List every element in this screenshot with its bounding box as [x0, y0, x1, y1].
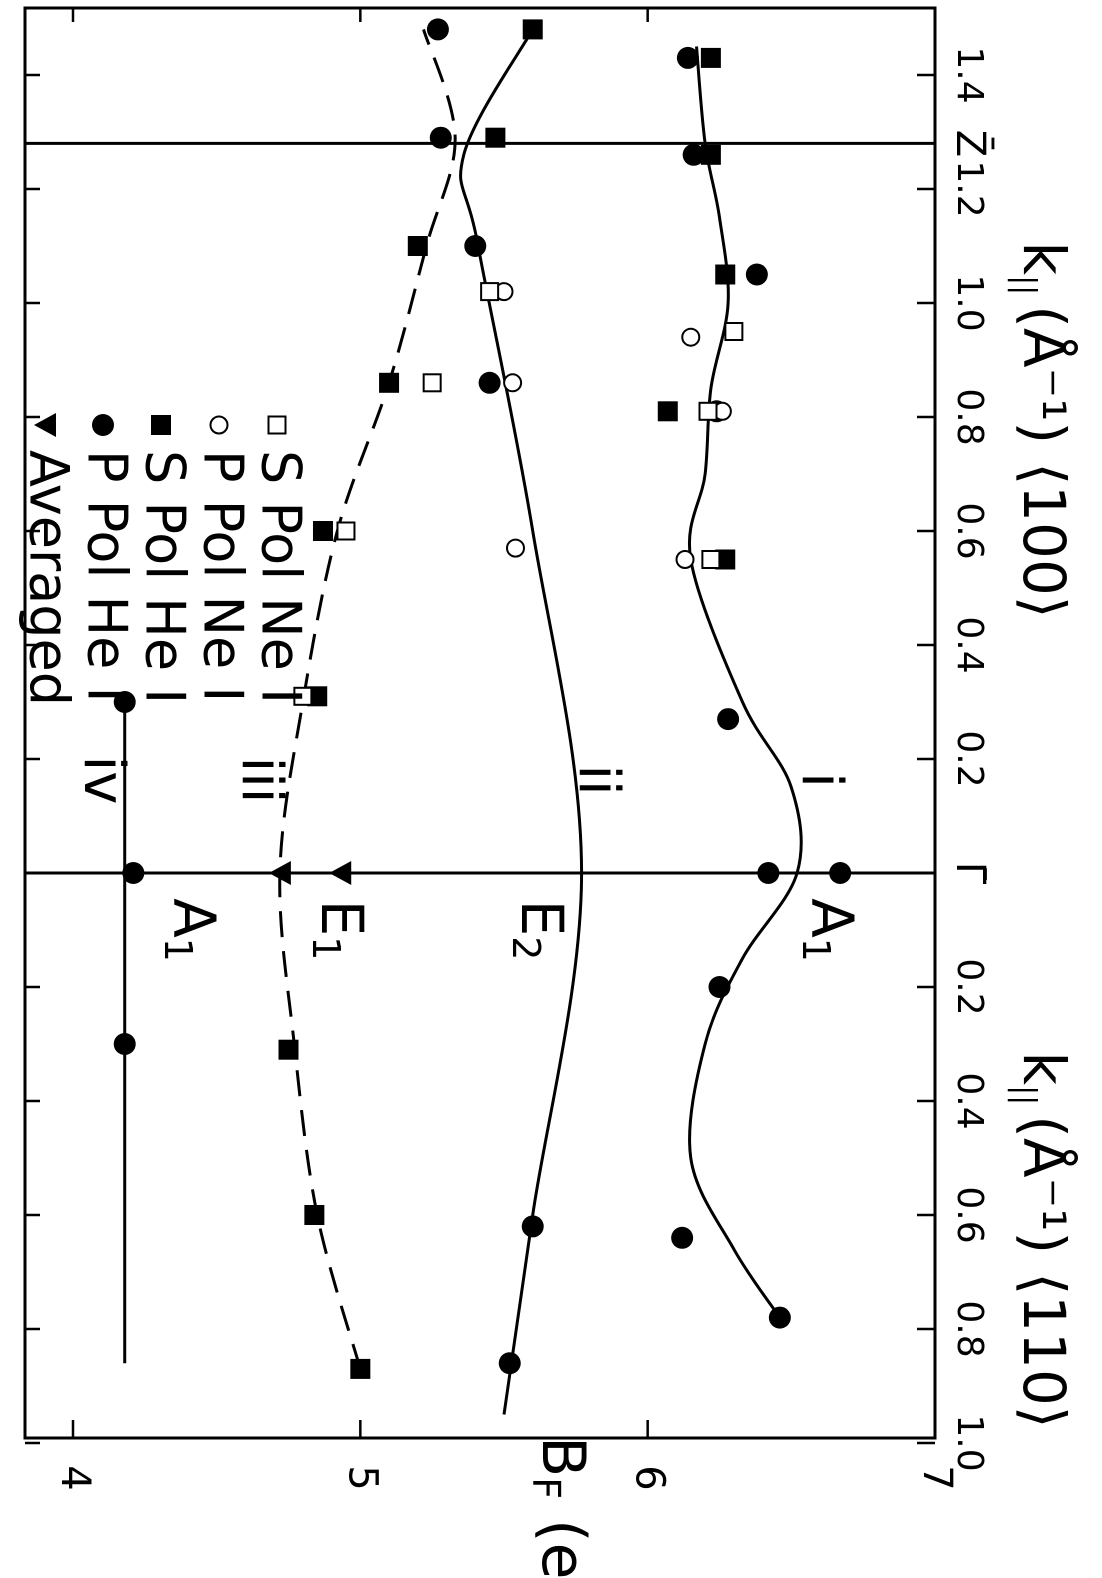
k-tick-label-100: 1.2	[949, 160, 990, 217]
legend-marker-square-filled	[151, 415, 171, 435]
data-point-square-filled	[304, 1205, 325, 1225]
data-point-circle-filled	[682, 143, 705, 166]
legend-marker-circle-filled	[92, 414, 114, 436]
data-point-circle-filled	[113, 1033, 136, 1055]
k-tick-label-110: 0.6	[949, 1186, 990, 1243]
band-label: ii	[566, 764, 631, 795]
band-label: i	[789, 772, 854, 788]
k-axis-title-110: k||(Å⁻¹) ⟨110⟩	[1008, 1051, 1079, 1428]
data-point-circle-filled	[498, 1352, 521, 1375]
data-point-circle-open	[505, 538, 525, 558]
k-axis-title-100: k||(Å⁻¹) ⟨100⟩	[1008, 241, 1079, 618]
data-point-circle-filled	[717, 708, 740, 731]
data-point-circle-filled	[478, 371, 501, 394]
band-label: A1	[157, 898, 228, 962]
energy-tick-label: 4	[52, 1465, 98, 1490]
symmetry-point-label: Γ̄	[947, 862, 993, 885]
band-label: E1	[305, 900, 376, 961]
data-point-square-filled	[312, 521, 333, 541]
legend-marker-square-open	[267, 415, 287, 435]
band-label: A1	[795, 898, 866, 962]
k-tick-label-100: 1.0	[949, 274, 990, 331]
energy-tick-label: 7	[914, 1465, 960, 1490]
data-point-circle-filled	[745, 263, 768, 286]
data-point-triangle-filled	[268, 861, 291, 885]
band-label: iv	[71, 756, 136, 805]
k-tick-label-110: 0.4	[949, 1072, 990, 1129]
data-point-square-filled	[485, 127, 506, 148]
k-tick-label-110: 1.0	[949, 1414, 990, 1471]
data-point-circle-filled	[676, 46, 699, 69]
legend-label: S Pol He I	[133, 450, 196, 704]
band-label: iii	[229, 757, 294, 804]
data-point-square-open	[724, 322, 744, 341]
curves-layer	[123, 28, 803, 1415]
data-point-circle-filled	[521, 1215, 544, 1238]
data-point-circle-open	[675, 550, 695, 569]
k-tick-label-100: 0.6	[949, 502, 990, 559]
k-tick-label-110: 0.2	[949, 958, 990, 1015]
data-point-square-filled	[700, 144, 721, 165]
data-point-circle-open	[681, 327, 701, 347]
data-point-square-filled	[715, 264, 736, 285]
legend-label: S Pol Ne I	[249, 450, 312, 704]
k-tick-label-100: 1.4	[949, 46, 990, 103]
band-curve-ii	[459, 28, 584, 1415]
data-point-circle-filled	[429, 126, 452, 149]
ticks-layer: 4 5 6 71.00.80.60.40.20.20.40.60.81.01.21.4…	[25, 8, 995, 1491]
legend-marker-triangle-filled	[34, 413, 56, 437]
data-point-square-open	[480, 282, 500, 302]
legend-label: P Pol Ne I	[191, 450, 254, 702]
data-point-circle-filled	[464, 235, 487, 257]
data-point-square-open	[422, 373, 442, 393]
data-point-square-filled	[278, 1039, 299, 1060]
data-point-circle-open	[503, 373, 523, 393]
data-point-square-filled	[379, 372, 400, 393]
k-tick-label-110: 0.8	[949, 1300, 990, 1357]
data-point-circle-filled	[757, 862, 780, 884]
k-tick-label-100: 0.8	[949, 388, 990, 445]
data-point-square-open	[293, 686, 313, 706]
k-tick-label-100: 0.2	[949, 730, 990, 787]
data-point-circle-filled	[671, 1226, 694, 1249]
symmetry-point-label: Z̄	[947, 130, 995, 157]
band-curve-iii	[278, 28, 457, 1370]
energy-axis-title: BF(eV)	[525, 1436, 599, 1578]
energy-tick-label: 5	[339, 1465, 385, 1490]
legend-marker-circle-open	[209, 415, 229, 435]
data-point-circle-filled	[829, 862, 852, 884]
plot-frame	[23, 6, 937, 1440]
data-point-square-open	[698, 401, 718, 421]
legend-label: Averaged	[17, 450, 80, 706]
data-point-circle-filled	[113, 691, 136, 713]
data-point-circle-filled	[708, 976, 731, 998]
legend-label: P Pol He I	[75, 450, 138, 703]
energy-tick-label: 6	[627, 1465, 673, 1490]
k-tick-label-100: 0.4	[949, 616, 990, 673]
markers-layer	[113, 18, 852, 1379]
data-point-square-filled	[657, 401, 678, 422]
data-point-square-filled	[700, 47, 721, 68]
data-point-circle-filled	[768, 1306, 791, 1329]
data-point-square-filled	[522, 19, 543, 40]
data-point-triangle-filled	[329, 861, 352, 885]
data-point-square-open	[336, 521, 356, 541]
data-point-circle-filled	[122, 862, 145, 884]
band-curve-i	[688, 46, 803, 1319]
data-point-square-open	[701, 550, 721, 569]
data-point-square-filled	[407, 236, 428, 256]
data-point-square-filled	[350, 1358, 371, 1379]
data-point-circle-filled	[426, 18, 449, 41]
band-label: E2	[505, 900, 576, 961]
